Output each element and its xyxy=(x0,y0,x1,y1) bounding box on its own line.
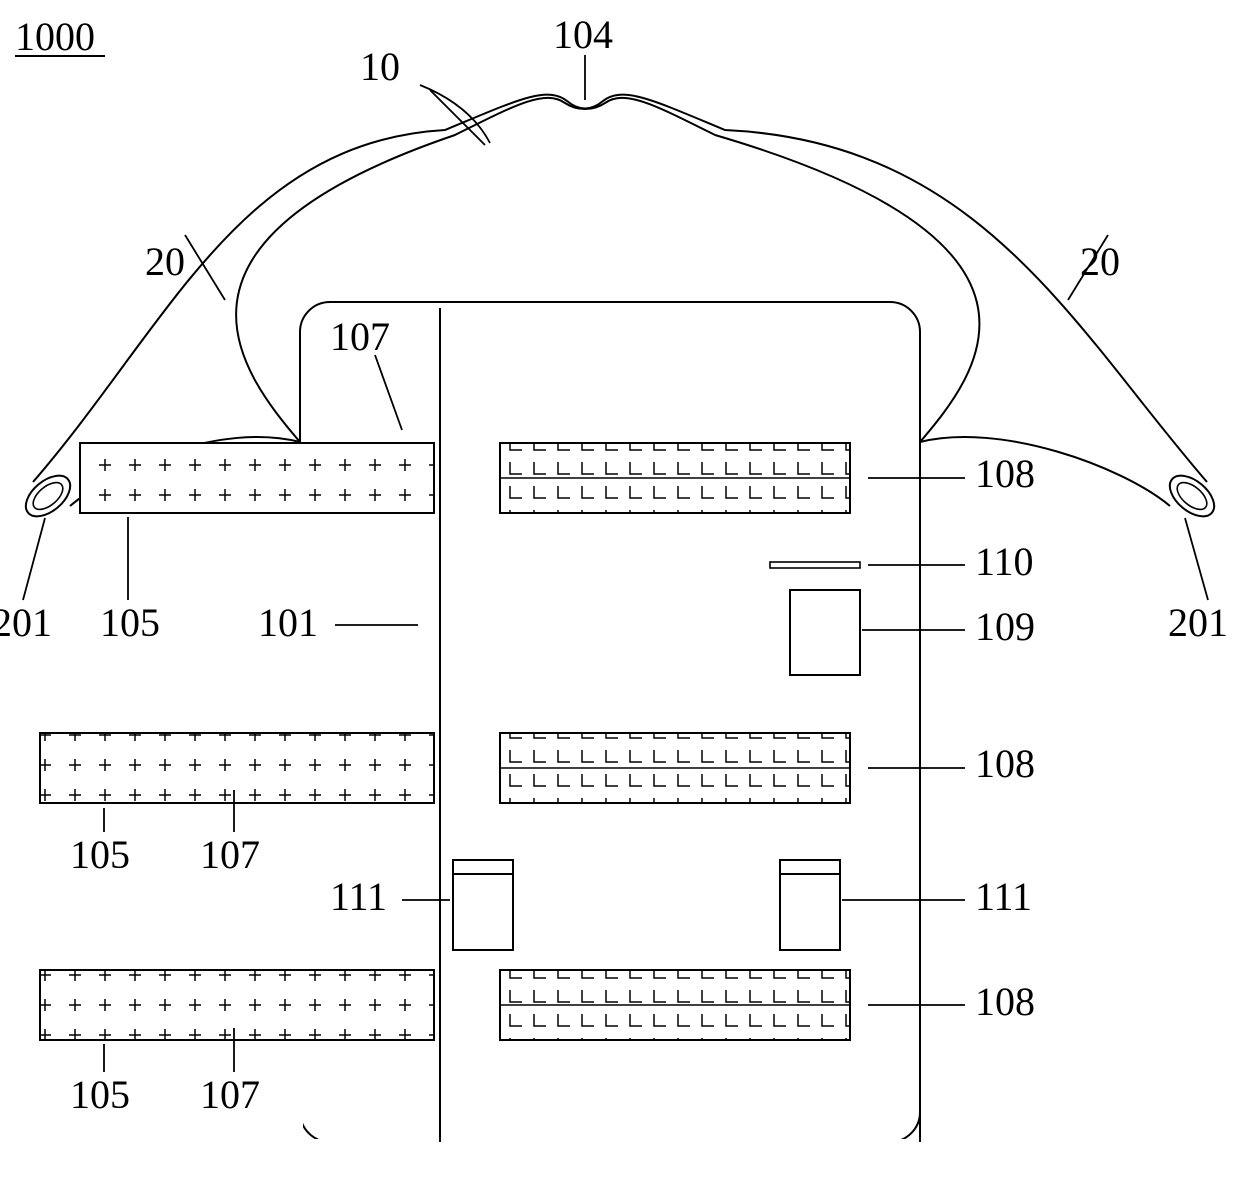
label-111: 111 xyxy=(330,874,387,919)
label-110: 110 xyxy=(975,539,1034,584)
label-111: 111 xyxy=(975,874,1032,919)
label-105: 105 xyxy=(100,600,160,645)
label-20: 20 xyxy=(1080,239,1120,284)
slot-110 xyxy=(770,562,860,568)
label-105: 105 xyxy=(70,1072,130,1117)
label-1000: 1000 xyxy=(15,14,95,59)
label-201: 201 xyxy=(1168,600,1228,645)
label-107: 107 xyxy=(330,314,390,359)
plus-strip-0 xyxy=(80,443,434,513)
label-108: 108 xyxy=(975,741,1035,786)
label-10: 10 xyxy=(360,44,400,89)
cuff-right xyxy=(1162,468,1221,524)
label-109: 109 xyxy=(975,604,1035,649)
label-108: 108 xyxy=(975,451,1035,496)
label-107: 107 xyxy=(200,1072,260,1117)
label-107: 107 xyxy=(200,832,260,877)
body-panel-bottom-open xyxy=(296,1139,924,1147)
label-101: 101 xyxy=(258,600,318,645)
label-201: 201 xyxy=(0,600,52,645)
plus-strip-1 xyxy=(40,733,434,803)
leader-5 xyxy=(23,518,45,600)
leader-8 xyxy=(1185,518,1208,600)
plus-strip-2 xyxy=(40,970,434,1040)
label-104: 104 xyxy=(553,12,613,57)
sleeve-right-lower xyxy=(920,437,1170,506)
label-20: 20 xyxy=(145,239,185,284)
label-105: 105 xyxy=(70,832,130,877)
label-108: 108 xyxy=(975,979,1035,1024)
cuff-left xyxy=(18,468,77,524)
box-109 xyxy=(790,590,860,675)
